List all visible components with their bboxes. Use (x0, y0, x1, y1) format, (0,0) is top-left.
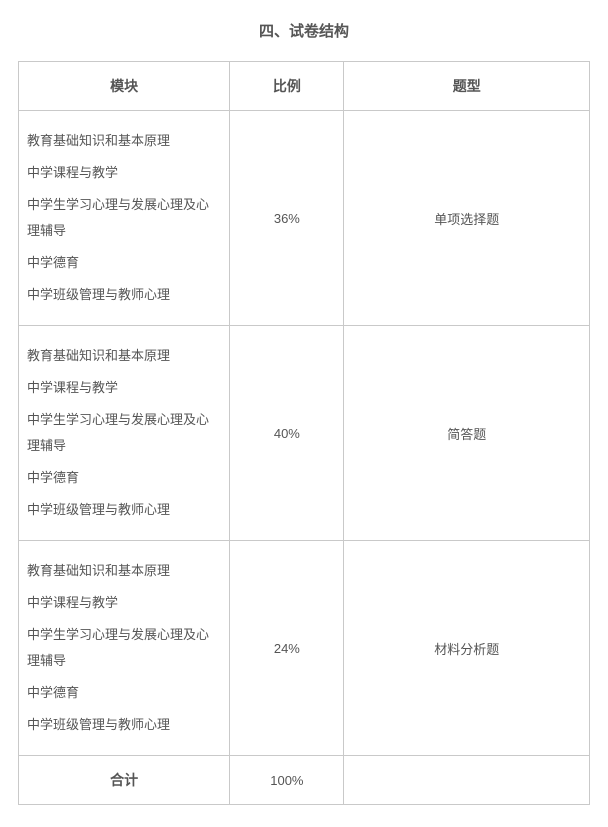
module-item: 中学课程与教学 (27, 587, 221, 619)
ratio-cell: 40% (230, 326, 344, 541)
table-header-row: 模块 比例 题型 (19, 62, 590, 111)
table-body: 教育基础知识和基本原理中学课程与教学中学生学习心理与发展心理及心理辅导中学德育中… (19, 111, 590, 805)
module-cell: 教育基础知识和基本原理中学课程与教学中学生学习心理与发展心理及心理辅导中学德育中… (19, 326, 230, 541)
total-ratio-cell: 100% (230, 756, 344, 805)
module-item: 教育基础知识和基本原理 (27, 555, 221, 587)
total-row: 合计100% (19, 756, 590, 805)
table-row: 教育基础知识和基本原理中学课程与教学中学生学习心理与发展心理及心理辅导中学德育中… (19, 111, 590, 326)
total-type-cell (344, 756, 590, 805)
type-cell: 材料分析题 (344, 541, 590, 756)
module-item: 中学德育 (27, 247, 221, 279)
module-item: 中学班级管理与教师心理 (27, 279, 221, 311)
module-item: 教育基础知识和基本原理 (27, 125, 221, 157)
table-row: 教育基础知识和基本原理中学课程与教学中学生学习心理与发展心理及心理辅导中学德育中… (19, 326, 590, 541)
section-title: 四、试卷结构 (18, 20, 590, 41)
table-row: 教育基础知识和基本原理中学课程与教学中学生学习心理与发展心理及心理辅导中学德育中… (19, 541, 590, 756)
module-item: 教育基础知识和基本原理 (27, 340, 221, 372)
type-cell: 单项选择题 (344, 111, 590, 326)
total-label-cell: 合计 (19, 756, 230, 805)
module-item: 中学班级管理与教师心理 (27, 494, 221, 526)
module-item: 中学班级管理与教师心理 (27, 709, 221, 741)
module-item: 中学课程与教学 (27, 157, 221, 189)
module-item: 中学生学习心理与发展心理及心理辅导 (27, 619, 221, 677)
header-ratio: 比例 (230, 62, 344, 111)
ratio-cell: 24% (230, 541, 344, 756)
type-cell: 简答题 (344, 326, 590, 541)
module-item: 中学课程与教学 (27, 372, 221, 404)
header-type: 题型 (344, 62, 590, 111)
module-cell: 教育基础知识和基本原理中学课程与教学中学生学习心理与发展心理及心理辅导中学德育中… (19, 111, 230, 326)
module-cell: 教育基础知识和基本原理中学课程与教学中学生学习心理与发展心理及心理辅导中学德育中… (19, 541, 230, 756)
module-item: 中学生学习心理与发展心理及心理辅导 (27, 189, 221, 247)
ratio-cell: 36% (230, 111, 344, 326)
header-module: 模块 (19, 62, 230, 111)
module-item: 中学德育 (27, 677, 221, 709)
module-item: 中学生学习心理与发展心理及心理辅导 (27, 404, 221, 462)
module-item: 中学德育 (27, 462, 221, 494)
exam-structure-table: 模块 比例 题型 教育基础知识和基本原理中学课程与教学中学生学习心理与发展心理及… (18, 61, 590, 805)
